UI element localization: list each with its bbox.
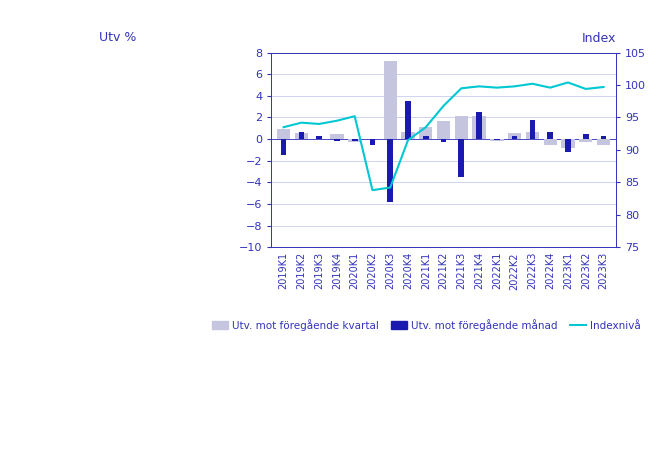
Bar [512, 136, 518, 139]
Bar [316, 136, 322, 139]
Indexnivå [351, 114, 359, 119]
Indexnivå [404, 138, 412, 143]
Indexnivå [440, 103, 447, 109]
Bar [423, 136, 428, 139]
Indexnivå [493, 85, 501, 90]
Bar [281, 139, 286, 155]
Indexnivå [528, 81, 536, 86]
Indexnivå [297, 120, 305, 125]
Indexnivå [600, 84, 607, 90]
Indexnivå [511, 84, 519, 89]
Bar [299, 132, 304, 139]
Bar [455, 116, 468, 139]
Bar [543, 139, 557, 144]
Indexnivå [475, 84, 483, 89]
Indexnivå [386, 185, 394, 190]
Bar [477, 112, 482, 139]
Bar [348, 139, 362, 143]
Indexnivå [582, 86, 590, 92]
Bar [387, 139, 393, 202]
Bar [601, 136, 606, 139]
Indexnivå [280, 124, 288, 130]
Bar [295, 133, 308, 139]
Indexnivå [546, 85, 554, 90]
Indexnivå [422, 124, 430, 130]
Text: Index: Index [582, 32, 616, 45]
Indexnivå [368, 188, 376, 193]
Bar [459, 139, 464, 177]
Bar [547, 132, 553, 139]
Bar [565, 139, 571, 152]
Bar [494, 139, 500, 140]
Bar [334, 139, 340, 141]
Indexnivå [333, 118, 341, 123]
Bar [529, 120, 535, 139]
Bar [352, 139, 358, 141]
Bar [383, 61, 397, 139]
Bar [508, 133, 522, 139]
Text: Utv %: Utv % [98, 31, 136, 44]
Bar [583, 133, 588, 139]
Indexnivå [457, 85, 465, 91]
Legend: Utv. mot föregående kvartal, Utv. mot föregående månad, Indexnivå: Utv. mot föregående kvartal, Utv. mot fö… [208, 315, 644, 335]
Line: Indexnivå: Indexnivå [284, 83, 603, 190]
Indexnivå [315, 121, 323, 127]
Bar [330, 133, 344, 139]
Indexnivå [564, 80, 572, 85]
Bar [579, 139, 592, 143]
Bar [277, 129, 290, 139]
Bar [419, 127, 432, 139]
Bar [525, 132, 539, 139]
Bar [597, 139, 610, 144]
Bar [441, 139, 446, 143]
Bar [369, 139, 375, 144]
Bar [437, 121, 450, 139]
Bar [490, 139, 504, 141]
Bar [401, 132, 414, 139]
Bar [405, 101, 411, 139]
Bar [561, 139, 574, 148]
Bar [473, 116, 486, 139]
